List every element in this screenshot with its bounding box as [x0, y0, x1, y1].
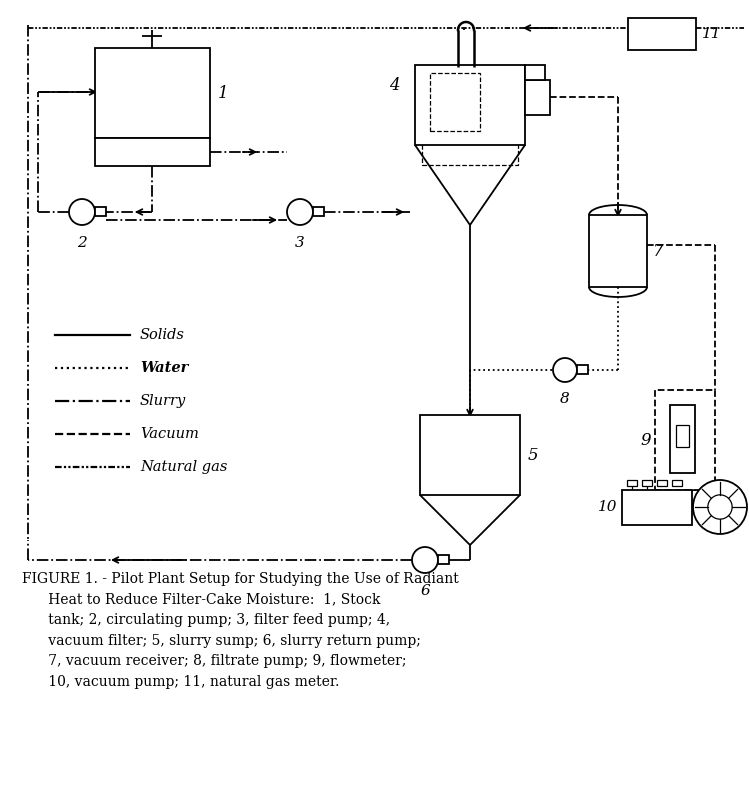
Circle shape — [708, 495, 733, 519]
Text: Vacuum: Vacuum — [140, 427, 199, 441]
Text: Water: Water — [140, 361, 189, 375]
Bar — [313, 207, 324, 216]
Bar — [95, 138, 210, 166]
Bar — [422, 115, 518, 165]
Bar — [420, 415, 520, 495]
Bar — [622, 490, 692, 525]
Text: 10: 10 — [598, 500, 617, 514]
Circle shape — [412, 547, 438, 573]
Bar — [415, 65, 525, 145]
Text: Solids: Solids — [140, 328, 185, 342]
Text: 6: 6 — [420, 584, 430, 598]
Bar — [589, 215, 647, 287]
Text: 1: 1 — [218, 85, 228, 101]
Text: 3: 3 — [295, 236, 305, 250]
Circle shape — [553, 358, 577, 382]
Bar — [525, 80, 550, 115]
Text: 7: 7 — [653, 243, 664, 259]
Bar — [642, 480, 652, 486]
Text: Slurry: Slurry — [140, 394, 187, 408]
Bar — [430, 73, 480, 131]
Bar — [655, 390, 715, 490]
Bar — [657, 480, 667, 486]
Text: 11: 11 — [702, 27, 721, 41]
Circle shape — [287, 199, 313, 225]
Circle shape — [693, 480, 747, 534]
Text: Natural gas: Natural gas — [140, 460, 228, 474]
Text: 9: 9 — [640, 432, 651, 448]
Bar — [95, 207, 106, 216]
Bar — [670, 405, 695, 473]
Bar — [628, 18, 696, 50]
Bar — [577, 365, 588, 374]
Text: 2: 2 — [77, 236, 87, 250]
Bar — [438, 555, 449, 564]
Bar — [95, 48, 210, 138]
Text: 5: 5 — [528, 446, 539, 464]
Bar — [525, 65, 545, 80]
Text: 8: 8 — [560, 392, 570, 406]
Circle shape — [69, 199, 95, 225]
Text: FIGURE 1. - Pilot Plant Setup for Studying the Use of Radiant
      Heat to Redu: FIGURE 1. - Pilot Plant Setup for Studyi… — [22, 572, 458, 689]
Bar — [672, 480, 682, 486]
Bar — [627, 480, 637, 486]
Text: 4: 4 — [389, 77, 400, 93]
Bar — [676, 425, 689, 447]
